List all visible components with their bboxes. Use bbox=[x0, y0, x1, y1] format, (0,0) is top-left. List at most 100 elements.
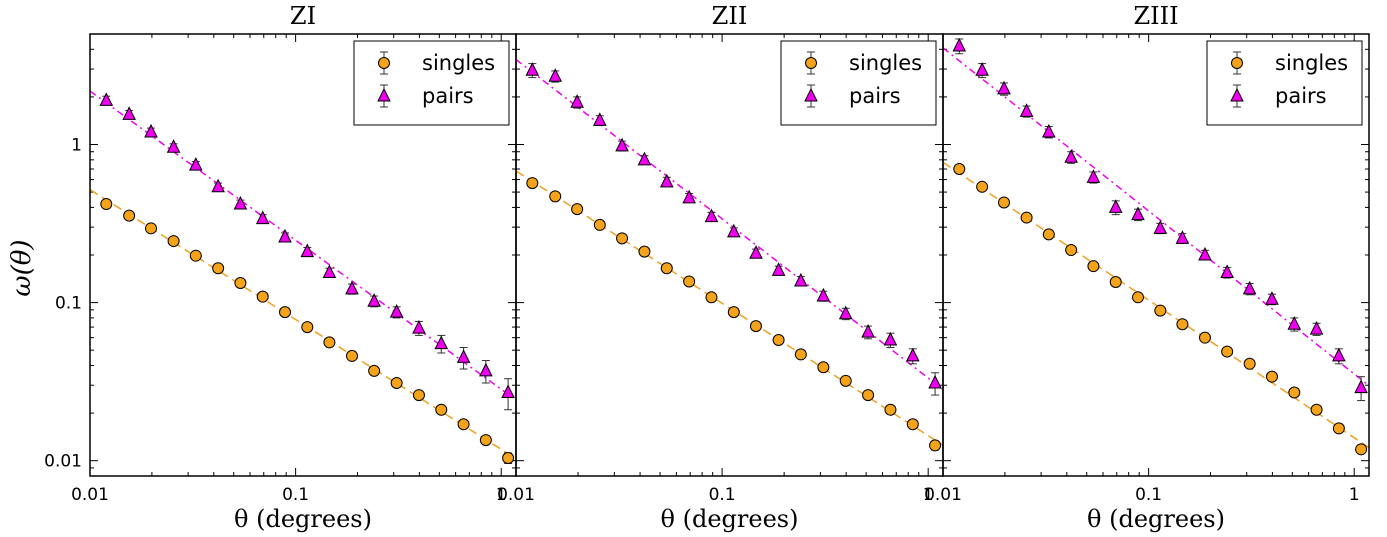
singles-point bbox=[1355, 443, 1368, 456]
singles-point bbox=[817, 361, 830, 374]
pairs-point bbox=[1198, 246, 1212, 261]
singles-point bbox=[794, 348, 807, 361]
pairs-point bbox=[456, 349, 471, 363]
pairs-point bbox=[704, 208, 719, 223]
legend-box bbox=[353, 40, 510, 126]
singles-point bbox=[167, 235, 180, 248]
singles-point bbox=[772, 333, 785, 346]
x-tick-label: 0.01 bbox=[71, 485, 109, 505]
pairs-point bbox=[1354, 379, 1368, 394]
pairs-point bbox=[211, 178, 225, 193]
pairs-point bbox=[1242, 280, 1257, 295]
pairs-point bbox=[659, 173, 674, 188]
pairs-point bbox=[122, 106, 136, 120]
legend-marker-pairs bbox=[804, 87, 818, 102]
singles-point bbox=[189, 249, 202, 262]
pairs-point bbox=[771, 262, 786, 276]
legend-label-pairs: pairs bbox=[1275, 84, 1327, 108]
panel-2: ZII θ (degrees) 0.01 0.1 1 singles pairs bbox=[497, 2, 944, 533]
x-tick-label: 0.1 bbox=[709, 485, 736, 505]
pairs-point bbox=[166, 139, 181, 153]
singles-point bbox=[929, 439, 942, 452]
pairs-point bbox=[997, 80, 1011, 95]
pairs-point bbox=[1332, 347, 1346, 362]
singles-point bbox=[1288, 386, 1301, 399]
pairs-fit-line bbox=[90, 90, 516, 401]
singles-point bbox=[234, 277, 247, 290]
pairs-point bbox=[928, 374, 942, 389]
pairs-point bbox=[637, 151, 652, 166]
singles-point bbox=[953, 162, 966, 175]
singles-point bbox=[705, 291, 718, 304]
x-axis-label: θ (degrees) bbox=[234, 505, 372, 533]
pairs-point bbox=[615, 137, 629, 152]
pairs-point bbox=[727, 223, 741, 238]
singles-series bbox=[526, 177, 942, 452]
pairs-point bbox=[99, 92, 114, 106]
legend-label-singles: singles bbox=[422, 51, 495, 75]
pairs-point bbox=[1108, 199, 1123, 213]
pairs-point bbox=[548, 68, 563, 82]
pairs-point bbox=[861, 324, 875, 338]
singles-fit-line bbox=[943, 161, 1369, 449]
pairs-point bbox=[1086, 169, 1101, 183]
pairs-point bbox=[525, 62, 540, 76]
y-tick-label: 0.1 bbox=[55, 294, 82, 314]
legend-label-singles: singles bbox=[1275, 51, 1348, 75]
singles-point bbox=[368, 364, 381, 377]
y-tick-label: 0.01 bbox=[44, 452, 82, 472]
legend-box bbox=[780, 40, 937, 126]
pairs-point bbox=[570, 94, 584, 108]
plot-area bbox=[90, 90, 516, 464]
singles-point bbox=[144, 222, 157, 235]
pairs-point bbox=[592, 112, 607, 126]
singles-point bbox=[457, 418, 470, 431]
pairs-point bbox=[1309, 320, 1324, 335]
singles-point bbox=[1154, 304, 1167, 317]
pairs-point bbox=[816, 287, 831, 302]
pairs-point bbox=[749, 245, 763, 259]
legend-marker-pairs bbox=[377, 87, 391, 102]
singles-point bbox=[526, 177, 539, 190]
pairs-point bbox=[322, 264, 337, 279]
singles-point bbox=[279, 306, 292, 319]
pairs-point bbox=[682, 189, 696, 204]
singles-point bbox=[479, 434, 492, 447]
plot-area bbox=[516, 58, 943, 452]
pairs-point bbox=[1131, 206, 1145, 221]
plot-area bbox=[943, 37, 1369, 456]
pairs-point bbox=[794, 272, 808, 287]
pairs-series bbox=[99, 92, 515, 411]
singles-point bbox=[1176, 318, 1189, 331]
pairs-point bbox=[975, 62, 989, 76]
y-axis-label: ω(θ) bbox=[7, 239, 37, 296]
singles-point bbox=[1198, 331, 1211, 344]
singles-point bbox=[683, 275, 696, 288]
singles-point bbox=[862, 389, 875, 402]
legend: singles pairs bbox=[780, 40, 937, 126]
pairs-point bbox=[233, 195, 248, 210]
pairs-point bbox=[883, 331, 898, 346]
legend-label-pairs: pairs bbox=[422, 84, 474, 108]
x-tick-label: 0.01 bbox=[497, 485, 535, 505]
pairs-series bbox=[952, 37, 1368, 402]
pairs-point bbox=[1287, 316, 1302, 330]
pairs-point bbox=[1041, 123, 1056, 138]
pairs-point bbox=[188, 157, 203, 171]
pairs-point bbox=[434, 335, 449, 350]
y-tick-label: 1 bbox=[71, 136, 82, 156]
pairs-point bbox=[255, 210, 270, 225]
singles-point bbox=[976, 180, 989, 193]
x-tick-label: 0.01 bbox=[924, 485, 962, 505]
singles-point bbox=[100, 198, 113, 211]
singles-point bbox=[1042, 228, 1055, 241]
legend: singles pairs bbox=[1206, 40, 1363, 126]
singles-point bbox=[1243, 357, 1256, 370]
singles-point bbox=[997, 196, 1010, 209]
legend: singles pairs bbox=[353, 40, 510, 126]
pairs-point bbox=[345, 280, 359, 295]
pairs-point bbox=[1153, 220, 1168, 234]
singles-series bbox=[953, 162, 1368, 456]
singles-point bbox=[549, 190, 562, 203]
